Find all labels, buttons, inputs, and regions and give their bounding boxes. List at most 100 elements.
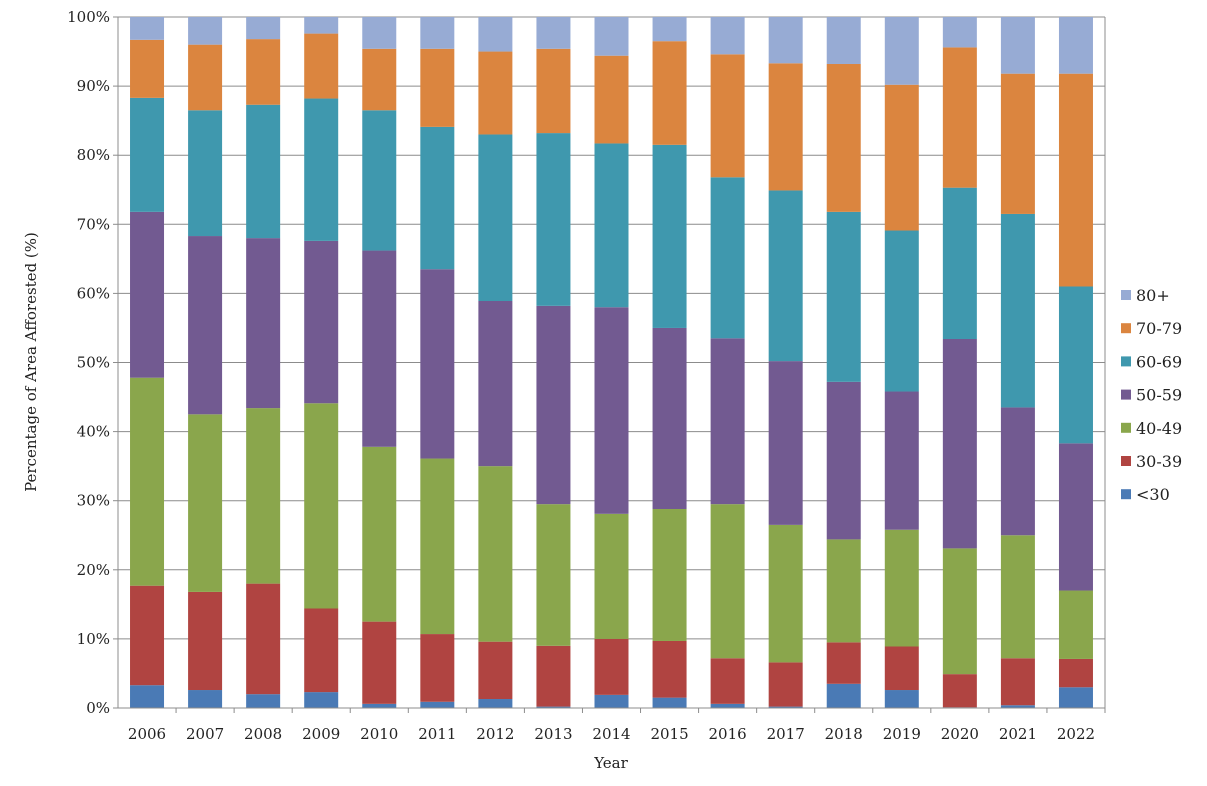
bar-2019-60-69 <box>884 230 919 392</box>
bar-2019-30-39 <box>884 646 919 691</box>
bar-2006-60-69 <box>130 97 165 212</box>
x-tick-label: 2015 <box>650 725 688 743</box>
legend-label: 40-49 <box>1136 419 1182 438</box>
bar-2015-50-59 <box>652 327 687 509</box>
bar-2011-60-69 <box>420 126 455 270</box>
x-tick-label: 2010 <box>360 725 398 743</box>
bar-2007-<30 <box>188 690 223 708</box>
legend-swatch <box>1121 356 1131 367</box>
legend-swatch <box>1121 456 1131 466</box>
bar-2010-50-59 <box>362 250 397 447</box>
x-tick-label: 2006 <box>128 725 166 743</box>
bar-2020-60-69 <box>942 187 977 340</box>
bar-2017-60-69 <box>768 190 803 362</box>
bar-2011-40-49 <box>420 458 455 635</box>
legend-swatch <box>1121 290 1131 300</box>
x-tick-label: 2014 <box>592 725 630 743</box>
bar-2006-80+ <box>130 17 165 40</box>
bar-2016-<30 <box>710 703 745 708</box>
bar-2013-<30 <box>536 706 571 708</box>
bar-2018-30-39 <box>826 642 861 684</box>
legend-swatch <box>1121 422 1131 433</box>
bar-2022-30-39 <box>1058 658 1093 688</box>
bar-2012-70-79 <box>478 51 513 135</box>
bar-2013-50-59 <box>536 305 571 505</box>
bar-2010-80+ <box>362 17 397 49</box>
bar-2020-80+ <box>942 17 977 48</box>
legend-label: <30 <box>1136 485 1170 504</box>
y-tick-label: 40% <box>77 423 110 441</box>
bar-2007-40-49 <box>188 414 223 592</box>
bar-2018-50-59 <box>826 381 861 540</box>
bar-2017-80+ <box>768 17 803 64</box>
bar-2008-50-59 <box>246 238 281 409</box>
bar-2015-40-49 <box>652 508 687 641</box>
bar-2016-80+ <box>710 17 745 55</box>
bar-2013-40-49 <box>536 504 571 646</box>
axes: 0% 10% 20% 30% 40% 50% 60% 70% 80% 90% 100% 2006 200… <box>67 8 1106 743</box>
y-tick-label: 80% <box>77 146 110 164</box>
bar-2008-70-79 <box>246 39 281 105</box>
bar-2012-60-69 <box>478 134 513 302</box>
y-tick-label: 10% <box>77 630 110 648</box>
bar-2022-40-49 <box>1058 590 1093 659</box>
bar-2006-<30 <box>130 685 165 708</box>
bar-2007-80+ <box>188 17 223 45</box>
bar-2014-30-39 <box>594 638 629 695</box>
x-tick-label: 2022 <box>1057 725 1095 743</box>
bar-2009-80+ <box>304 17 339 34</box>
bar-2009-40-49 <box>304 403 339 609</box>
bar-2019-40-49 <box>884 529 919 647</box>
bar-2012-80+ <box>478 17 513 52</box>
legend-swatch <box>1121 489 1131 500</box>
bar-2016-50-59 <box>710 338 745 505</box>
bar-2022-50-59 <box>1058 443 1093 591</box>
bar-2021-60-69 <box>1000 213 1035 408</box>
x-tick-label: 2018 <box>825 725 863 743</box>
bar-2018-<30 <box>826 683 861 708</box>
bar-2008-<30 <box>246 694 281 708</box>
bar-2019-50-59 <box>884 391 919 530</box>
bar-2011-50-59 <box>420 269 455 459</box>
y-axis-label: Percentage of Area Afforested (%) <box>22 232 40 492</box>
bar-2010-30-39 <box>362 621 397 704</box>
x-tick-label: 2016 <box>709 725 747 743</box>
bar-2022-<30 <box>1058 687 1093 708</box>
bar-2016-70-79 <box>710 54 745 178</box>
bar-2019-<30 <box>884 690 919 708</box>
bar-2012-<30 <box>478 699 513 708</box>
x-tick-label: 2019 <box>883 725 921 743</box>
y-tick-label: 60% <box>77 284 110 302</box>
bar-2016-40-49 <box>710 504 745 659</box>
x-tick-label: 2013 <box>534 725 572 743</box>
bar-2006-40-49 <box>130 377 165 586</box>
bar-2020-40-49 <box>942 548 977 675</box>
bar-2015-70-79 <box>652 41 687 145</box>
y-tick-label: 50% <box>77 354 110 372</box>
bar-2015-<30 <box>652 697 687 708</box>
bar-2021-50-59 <box>1000 407 1035 536</box>
legend-label: 80+ <box>1136 286 1170 305</box>
legend-swatch <box>1121 389 1131 400</box>
bar-2010-60-69 <box>362 110 397 251</box>
bar-2007-50-59 <box>188 236 223 415</box>
bar-2017-70-79 <box>768 63 803 191</box>
bar-2010-<30 <box>362 703 397 708</box>
bar-2012-30-39 <box>478 641 513 700</box>
bar-2006-70-79 <box>130 39 165 98</box>
bar-2006-30-39 <box>130 585 165 686</box>
bar-2017-30-39 <box>768 662 803 707</box>
bar-2013-80+ <box>536 17 571 49</box>
x-tick-label: 2017 <box>767 725 805 743</box>
bar-2010-40-49 <box>362 446 397 622</box>
legend: 80+ 70-79 60-69 50-59 40-49 30-39 <30 <box>1121 286 1182 504</box>
bar-2009-70-79 <box>304 33 339 99</box>
bar-2011-30-39 <box>420 634 455 702</box>
bar-2008-40-49 <box>246 408 281 584</box>
bar-2014-40-49 <box>594 513 629 639</box>
bar-2022-80+ <box>1058 17 1093 74</box>
bar-2018-80+ <box>826 17 861 64</box>
x-tick-label: 2007 <box>186 725 224 743</box>
bar-2014-50-59 <box>594 307 629 514</box>
bar-2017-50-59 <box>768 361 803 525</box>
